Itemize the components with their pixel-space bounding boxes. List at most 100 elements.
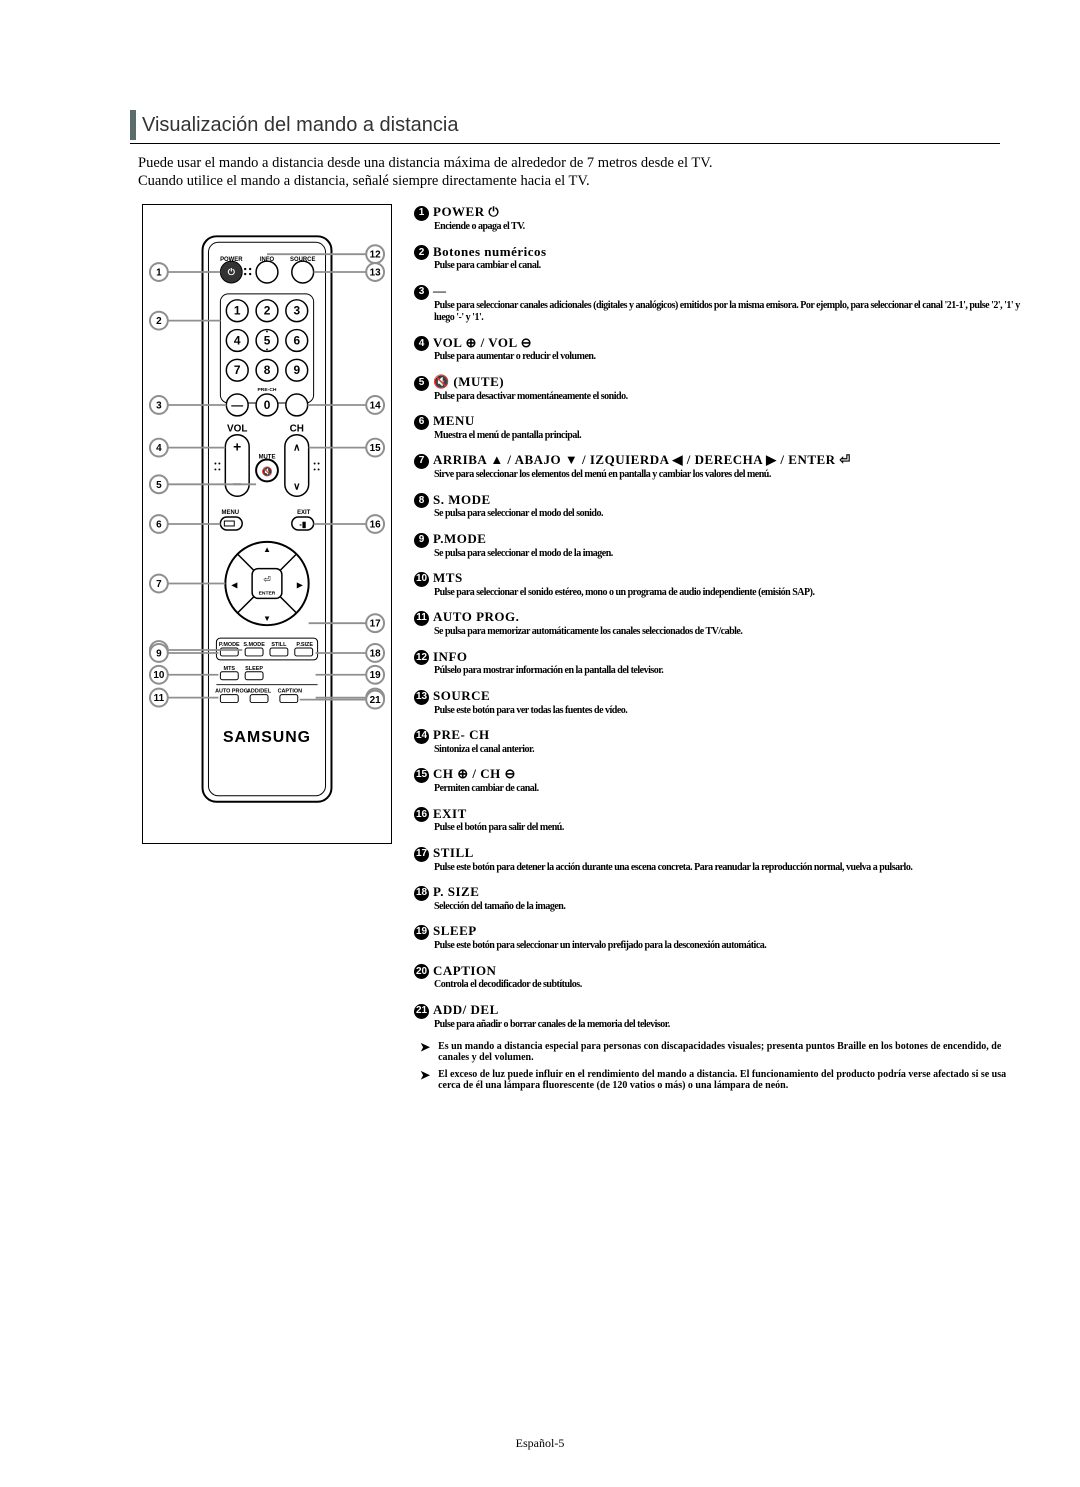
item-title: POWER ⏻ — [433, 204, 499, 219]
item-number-badge: 19 — [414, 925, 429, 940]
svg-text:7: 7 — [234, 363, 241, 377]
svg-text:2: 2 — [156, 316, 162, 327]
item-title: MTS — [433, 570, 463, 585]
item-number-badge: 3 — [414, 285, 429, 300]
desc-item-8: 8S. MODESe pulsa para seleccionar el mod… — [414, 492, 1020, 521]
svg-text:P.MODE: P.MODE — [219, 642, 240, 648]
item-number-badge: 16 — [414, 807, 429, 822]
svg-text:S.MODE: S.MODE — [243, 642, 265, 648]
svg-text:MENU: MENU — [222, 510, 239, 516]
note-row: ➤ El exceso de luz puede influir en el re… — [414, 1069, 1020, 1091]
svg-text:14: 14 — [370, 401, 382, 412]
svg-text:6: 6 — [293, 334, 300, 348]
svg-text:∨: ∨ — [293, 482, 300, 493]
svg-text:◀: ◀ — [231, 581, 238, 590]
item-number-badge: 14 — [414, 729, 429, 744]
item-sub: Pulse este botón para seleccionar un int… — [414, 940, 1020, 953]
svg-text:MTS: MTS — [224, 666, 236, 672]
svg-text:15: 15 — [370, 443, 382, 454]
intro-line-1: Puede usar el mando a distancia desde un… — [138, 155, 712, 171]
svg-text:SLEEP: SLEEP — [245, 666, 263, 672]
intro-line-2: Cuando utilice el mando a distancia, señ… — [138, 173, 590, 189]
svg-text:P.SIZE: P.SIZE — [296, 642, 313, 648]
desc-item-14: 14PRE- CHSintoniza el canal anterior. — [414, 727, 1020, 756]
item-number-badge: 20 — [414, 964, 429, 979]
svg-text:16: 16 — [370, 520, 382, 531]
item-title: Botones numéricos — [433, 244, 547, 259]
desc-item-9: 9P.MODESe pulsa para seleccionar el modo… — [414, 531, 1020, 560]
item-number-badge: 12 — [414, 650, 429, 665]
svg-text:-▮: -▮ — [299, 520, 306, 529]
item-sub: Enciende o apaga el TV. — [414, 221, 1020, 234]
svg-text:ADD/DEL: ADD/DEL — [247, 689, 272, 695]
svg-text:VOL: VOL — [227, 424, 247, 435]
item-number-badge: 17 — [414, 847, 429, 862]
item-title: INFO — [433, 649, 468, 664]
item-title: — — [433, 283, 447, 298]
svg-text:3: 3 — [293, 304, 300, 318]
item-sub: Se pulsa para seleccionar el modo de la … — [414, 548, 1020, 561]
item-sub: Pulse para seleccionar el sonido estéreo… — [414, 587, 1020, 600]
svg-text:11: 11 — [154, 693, 165, 704]
item-sub: Pulse el botón para salir del menú. — [414, 822, 1020, 835]
item-number-badge: 13 — [414, 690, 429, 705]
item-sub: Permiten cambiar de canal. — [414, 783, 1020, 796]
item-sub: Pulse este botón para ver todas las fuen… — [414, 705, 1020, 718]
item-title: PRE- CH — [433, 727, 490, 742]
item-sub: Controla el decodificador de subtítulos. — [414, 979, 1020, 992]
svg-text:13: 13 — [370, 268, 382, 279]
heading-rule — [130, 143, 1000, 144]
top-row: POWER ⏻ INFO SOURCE — [220, 257, 315, 283]
item-sub: Pulse este botón para detener la acción … — [414, 862, 1020, 875]
svg-text:3: 3 — [156, 401, 162, 412]
svg-text:—: — — [231, 398, 243, 412]
note-arrow-icon: ➤ — [420, 1041, 430, 1063]
page-footer: Español-5 — [0, 1436, 1080, 1451]
item-title: P.MODE — [433, 531, 486, 546]
item-number-badge: 11 — [414, 611, 429, 626]
svg-text:8: 8 — [264, 363, 271, 377]
svg-text:▶: ▶ — [297, 581, 304, 590]
desc-item-5: 5🔇 (MUTE)Pulse para desactivar momentáne… — [414, 374, 1020, 403]
desc-item-20: 20CAPTIONControla el decodificador de su… — [414, 963, 1020, 992]
note-arrow-icon: ➤ — [420, 1069, 430, 1091]
svg-text:4: 4 — [156, 443, 162, 454]
note-text: El exceso de luz puede influir en el ren… — [438, 1069, 1020, 1091]
item-sub: Muestra el menú de pantalla principal. — [414, 430, 1020, 443]
svg-text:2: 2 — [264, 304, 271, 318]
desc-item-10: 10MTSPulse para seleccionar el sonido es… — [414, 570, 1020, 599]
svg-text:▲: ▲ — [263, 545, 271, 554]
svg-text:CH: CH — [290, 424, 304, 435]
svg-text:7: 7 — [156, 579, 162, 590]
item-sub: Pulse para aumentar o reducir el volumen… — [414, 351, 1020, 364]
svg-text:5: 5 — [156, 480, 162, 491]
item-title: 🔇 (MUTE) — [433, 374, 504, 389]
heading-accent-bar — [130, 110, 136, 140]
desc-item-2: 2Botones numéricosPulse para cambiar el … — [414, 244, 1020, 273]
note-text: Es un mando a distancia especial para pe… — [438, 1041, 1020, 1063]
item-sub: Se pulsa para memorizar automáticamente … — [414, 626, 1020, 639]
item-title: S. MODE — [433, 492, 491, 507]
item-title: EXIT — [433, 806, 467, 821]
remote-diagram: POWER ⏻ INFO SOURCE 1 2 3 — [142, 204, 392, 844]
desc-item-1: 1POWER ⏻Enciende o apaga el TV. — [414, 204, 1020, 233]
item-title: SOURCE — [433, 688, 490, 703]
item-number-badge: 8 — [414, 493, 429, 508]
svg-text:21: 21 — [370, 695, 382, 706]
svg-text:EXIT: EXIT — [297, 510, 311, 516]
svg-text:5: 5 — [264, 334, 271, 348]
svg-text:+: + — [233, 439, 241, 455]
intro-text: Puede usar el mando a distancia desde un… — [138, 154, 998, 190]
dpad: ⏎ ENTER ▲ ▼ ◀ ▶ — [225, 542, 308, 625]
svg-text:10: 10 — [153, 671, 165, 682]
item-sub: Pulse para añadir o borrar canales de la… — [414, 1019, 1020, 1032]
desc-item-4: 4VOL ⊕ / VOL ⊖Pulse para aumentar o redu… — [414, 335, 1020, 364]
desc-item-19: 19SLEEPPulse este botón para seleccionar… — [414, 923, 1020, 952]
item-number-badge: 18 — [414, 886, 429, 901]
desc-item-21: 21ADD/ DELPulse para añadir o borrar can… — [414, 1002, 1020, 1031]
brand-label: SAMSUNG — [223, 729, 311, 746]
svg-text:18: 18 — [370, 649, 382, 660]
item-number-badge: 2 — [414, 245, 429, 260]
svg-text:⏻: ⏻ — [228, 267, 236, 277]
desc-item-3: 3—Pulse para seleccionar canales adicion… — [414, 283, 1020, 325]
